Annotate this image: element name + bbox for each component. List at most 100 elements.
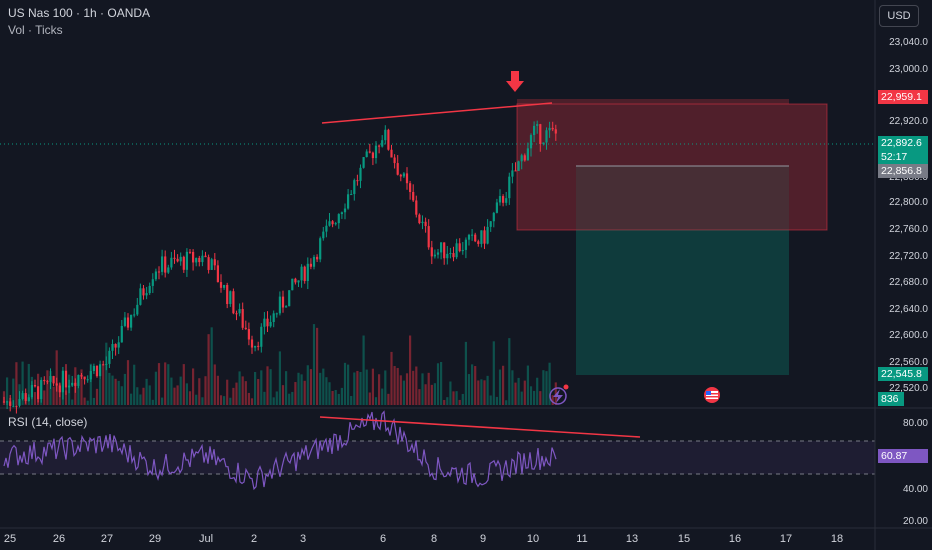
volume-bar bbox=[300, 374, 303, 405]
volume-bar bbox=[173, 387, 176, 405]
volume-bar bbox=[275, 391, 278, 405]
volume-bar bbox=[331, 390, 334, 405]
currency-button[interactable]: USD bbox=[879, 5, 919, 27]
volume-bar bbox=[440, 362, 443, 405]
volume-bar bbox=[319, 372, 322, 405]
time-label: 2 bbox=[250, 533, 258, 545]
candle-body bbox=[12, 405, 15, 407]
volume-bar bbox=[148, 385, 151, 405]
volume-bar bbox=[514, 382, 517, 405]
candle-body bbox=[350, 194, 353, 196]
entry-price-tag: 22,856.8 bbox=[878, 164, 928, 178]
candle-body bbox=[272, 313, 275, 323]
candle-body bbox=[216, 265, 219, 283]
candle-body bbox=[170, 257, 173, 268]
volume-bar bbox=[306, 365, 309, 405]
volume-bar bbox=[232, 387, 235, 405]
volume-bar bbox=[365, 369, 368, 405]
candle-body bbox=[306, 263, 309, 282]
candle-body bbox=[207, 257, 210, 270]
volume-bar bbox=[542, 370, 545, 405]
volume-bar bbox=[133, 364, 136, 405]
volume-bar bbox=[291, 391, 294, 405]
target-zone[interactable] bbox=[576, 230, 789, 375]
candle-body bbox=[182, 256, 185, 270]
candle-body bbox=[68, 385, 71, 388]
candle-body bbox=[495, 202, 498, 213]
volume-bar bbox=[120, 386, 123, 405]
time-label: 13 bbox=[625, 533, 639, 545]
price-tick: 23,000.0 bbox=[889, 64, 928, 75]
candle-body bbox=[288, 290, 291, 307]
candle-body bbox=[415, 200, 418, 215]
candle-body bbox=[58, 385, 61, 393]
price-tick: 22,720.0 bbox=[889, 251, 928, 262]
volume-bar bbox=[368, 392, 371, 405]
volume-bar bbox=[384, 370, 387, 405]
candle-body bbox=[213, 259, 216, 266]
rsi-indicator-label[interactable]: RSI (14, close) bbox=[8, 415, 88, 429]
time-label: 27 bbox=[100, 533, 114, 545]
volume-bar bbox=[554, 382, 557, 405]
candle-body bbox=[83, 376, 86, 380]
stop-zone[interactable] bbox=[516, 103, 828, 231]
candle-body bbox=[526, 148, 529, 161]
symbol-title[interactable]: US Nas 100 · 1h · OANDA bbox=[8, 6, 151, 20]
volume-bar bbox=[551, 395, 554, 405]
candle-body bbox=[374, 145, 378, 159]
volume-bar bbox=[157, 363, 161, 405]
candle-body bbox=[529, 135, 533, 149]
rsi-trendline[interactable] bbox=[319, 416, 641, 438]
candle-body bbox=[148, 285, 151, 294]
volume-bar bbox=[343, 362, 347, 405]
volume-bar bbox=[64, 390, 68, 405]
volume-bar bbox=[523, 380, 526, 405]
candle-body bbox=[365, 151, 368, 158]
volume-tag: 836 bbox=[878, 392, 904, 406]
candle-body bbox=[303, 266, 306, 282]
candle-body bbox=[254, 345, 257, 348]
volume-bar bbox=[102, 365, 105, 405]
volume-bar bbox=[511, 370, 514, 405]
volume-bar bbox=[269, 369, 272, 405]
candle-body bbox=[232, 291, 235, 314]
lightning-icon[interactable] bbox=[549, 384, 569, 405]
volume-bar bbox=[111, 375, 114, 405]
candle-body bbox=[418, 214, 421, 224]
candle-body bbox=[545, 130, 548, 143]
candle-body bbox=[492, 212, 495, 222]
candle-body bbox=[266, 318, 269, 327]
volume-bar bbox=[492, 341, 495, 405]
volume-bar bbox=[489, 395, 492, 405]
candle-body bbox=[92, 365, 95, 371]
volume-bar bbox=[316, 327, 319, 405]
candle-body bbox=[64, 370, 68, 388]
candle-body bbox=[505, 198, 508, 203]
volume-bar bbox=[548, 362, 551, 405]
candle-body bbox=[133, 314, 136, 316]
candle-body bbox=[458, 243, 461, 252]
volume-indicator-label[interactable]: Vol · Ticks bbox=[8, 23, 63, 37]
rsi-value-tag: 60.87 bbox=[878, 449, 928, 463]
time-label: 10 bbox=[526, 533, 540, 545]
candle-body bbox=[157, 271, 161, 273]
volume-bar bbox=[204, 376, 207, 405]
candle-body bbox=[151, 279, 154, 286]
price-tick: 22,680.0 bbox=[889, 277, 928, 288]
volume-bar bbox=[136, 387, 139, 405]
volume-bar bbox=[123, 373, 126, 405]
volume-bar bbox=[167, 364, 170, 405]
volume-bar bbox=[539, 391, 542, 405]
arrow-down-icon bbox=[506, 71, 524, 92]
volume-bar bbox=[337, 393, 340, 405]
candle-body bbox=[275, 313, 278, 315]
candle-body bbox=[409, 183, 412, 192]
candle-body bbox=[390, 149, 393, 158]
us-flag-icon[interactable] bbox=[704, 387, 720, 403]
price-tick: 22,920.0 bbox=[889, 116, 928, 127]
candle-body bbox=[238, 309, 241, 314]
time-label: 18 bbox=[830, 533, 844, 545]
volume-bar bbox=[356, 370, 359, 405]
price-trendline[interactable] bbox=[321, 102, 553, 124]
